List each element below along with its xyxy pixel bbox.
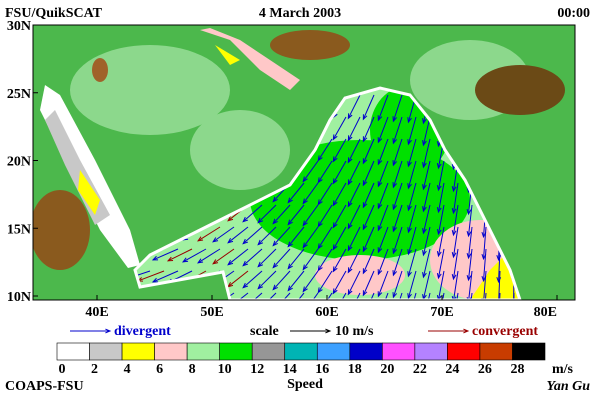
arrow-head	[378, 313, 382, 318]
header-center: 4 March 2003	[259, 6, 341, 21]
footer-left: COAPS-FSU	[5, 379, 84, 394]
map	[30, 25, 580, 327]
colorbar-box	[350, 343, 383, 360]
colorbar-box	[512, 343, 545, 360]
lat-label: 10N	[7, 290, 31, 305]
lon-label: 80E	[534, 305, 557, 320]
colorbar-box	[57, 343, 90, 360]
legend-convergent: convergent	[472, 324, 538, 339]
colorbar-label: 0	[59, 362, 66, 377]
highland	[270, 30, 350, 60]
colorbar-box	[317, 343, 350, 360]
highland	[92, 58, 108, 82]
arrow-head	[288, 308, 292, 313]
colorbar-title: Speed	[287, 377, 323, 392]
highland	[475, 65, 565, 115]
arrow-head	[153, 300, 158, 304]
arrow-head	[348, 311, 352, 316]
legend-divergent: divergent	[114, 324, 171, 339]
colorbar-box	[220, 343, 253, 360]
colorbar-box	[480, 343, 513, 360]
colorbar-label: 4	[124, 362, 131, 377]
wind-zone	[315, 255, 405, 295]
colorbar-label: 10	[218, 362, 232, 377]
lat-label: 15N	[7, 222, 31, 237]
colorbar-label: 6	[156, 362, 163, 377]
arrow-head	[467, 319, 471, 324]
colorbar-label: 24	[445, 362, 459, 377]
lon-label: 60E	[315, 305, 338, 320]
colorbar-label: 12	[250, 362, 264, 377]
legend: divergent scale 10 m/s convergent	[70, 324, 538, 339]
colorbar-box	[122, 343, 155, 360]
arrow-head	[423, 316, 427, 321]
arrow-head	[168, 301, 173, 305]
lon-label: 40E	[85, 305, 108, 320]
lat-label: 30N	[7, 19, 31, 34]
arrow-head	[393, 314, 397, 319]
legend-scale: scale	[250, 324, 279, 339]
colorbar-label: 2	[91, 362, 98, 377]
header-right: 00:00	[557, 6, 590, 21]
colorbar-box	[415, 343, 448, 360]
lon-label: 50E	[200, 305, 223, 320]
colorbar-label: 26	[478, 362, 492, 377]
arrow-head	[258, 306, 263, 311]
lat-label: 25N	[7, 87, 31, 102]
lat-label: 20N	[7, 155, 31, 170]
colorbar-box	[382, 343, 415, 360]
colorbar-box	[447, 343, 480, 360]
colorbar-label: 18	[348, 362, 362, 377]
colorbar-label: 20	[380, 362, 394, 377]
colorbar-box	[90, 343, 123, 360]
arrow-head	[183, 302, 188, 306]
highland	[30, 190, 90, 270]
arrow-head	[303, 309, 307, 314]
colorbar-box	[187, 343, 220, 360]
arrow-head	[408, 315, 412, 320]
colorbar-label: 14	[283, 362, 297, 377]
arrow-head	[273, 307, 278, 312]
legend-scale-value: 10 m/s	[335, 324, 374, 339]
colorbar-box	[252, 343, 285, 360]
colorbar-label: 28	[510, 362, 524, 377]
arrow-head	[512, 300, 516, 305]
lon-label: 70E	[430, 305, 453, 320]
colorbar-label: 16	[315, 362, 329, 377]
colorbar-box	[285, 343, 318, 360]
desert	[190, 110, 290, 190]
arrow-head	[363, 312, 367, 317]
footer-right: Yan Gu	[547, 379, 591, 394]
colorbar-box	[155, 343, 188, 360]
colorbar-unit: m/s	[552, 362, 574, 377]
arrow-head	[243, 305, 248, 310]
arrow-head	[228, 304, 233, 308]
colorbar-label: 22	[413, 362, 427, 377]
colorbar-label: 8	[189, 362, 196, 377]
